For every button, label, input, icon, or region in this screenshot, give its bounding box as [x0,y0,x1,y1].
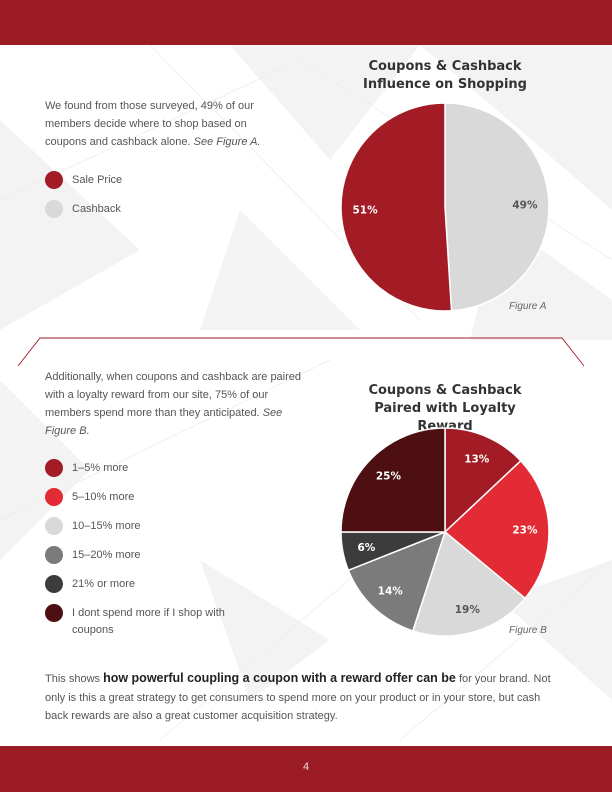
pie-chart-a: 49% 51% [340,102,550,312]
pie-a-data-label: 49% [512,199,538,211]
header-bar [0,0,612,45]
figure-ref-a: See Figure A. [193,136,261,148]
pie-a-slice [340,102,453,312]
page-number: 4 [302,761,310,773]
summary-text: This shows how powerful coupling a coupo… [45,671,551,722]
figure-ref-b: See Figure B. [45,407,283,437]
pie-b-data-label: 23% [512,524,538,536]
intro-text-b: Additionally, when coupons and cashback … [45,371,302,437]
legend-swatch [45,200,63,218]
legend-label: 10–15% more [72,520,141,532]
pie-b-slice [411,530,527,637]
chart-title-a: Coupons & Cashback Influence on Shopping [363,59,527,92]
pie-a-slice [444,102,550,312]
pie-b-data-label: 14% [378,585,404,597]
legend-swatch [45,546,63,564]
pie-b-data-label: 19% [455,604,481,616]
figure-label-a: Figure A [509,301,547,312]
figure-label-b: Figure B [509,625,547,636]
legend-swatch [45,604,63,622]
summary-highlight: how powerful coupling a coupon with a re… [103,671,456,685]
legend-label: Sale Price [72,174,123,186]
pie-b-slice [347,530,447,632]
pie-b-slice [444,427,522,534]
pie-b-data-label: 6% [358,542,376,554]
pie-b-data-label: 13% [464,454,490,466]
footer-bar [0,746,612,792]
pie-b-data-label: 25% [376,470,402,482]
legend-swatch [45,459,63,477]
legend-swatch [45,488,63,506]
legend-label: 21% or more [72,578,135,590]
legend-swatch [45,575,63,593]
legend-label: 15–20% more [72,549,141,561]
section-divider [17,337,585,367]
legend-swatch [45,517,63,535]
legend-swatch [45,171,63,189]
legend-label: Cashback [72,203,121,215]
pie-a-data-label: 51% [352,205,378,217]
pie-b-slice [340,427,446,533]
legend-label: 5–10% more [72,491,135,503]
intro-text-a: We found from those surveyed, 49% of our… [45,100,261,148]
pie-chart-b: 13% 23% 19% 14% 6% 25% [340,427,550,637]
legend-label: I dont spend more if I shop with coupons [72,607,225,636]
pie-b-slice [443,459,550,600]
legend-label: 1–5% more [72,462,129,474]
